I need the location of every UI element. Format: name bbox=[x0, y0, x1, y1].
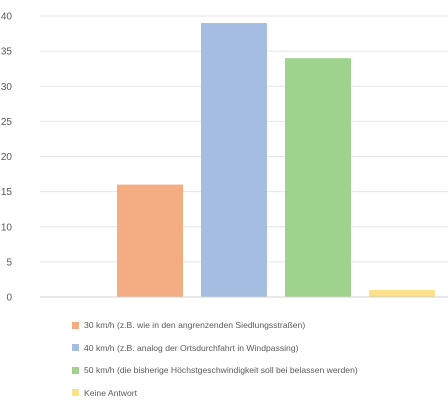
legend-label: Keine Antwort bbox=[84, 388, 137, 398]
legend-swatch bbox=[72, 367, 79, 374]
bar-chart: 0 5 10 15 20 25 30 35 40 bbox=[0, 0, 448, 310]
y-axis-tick-labels: 0 5 10 15 20 25 30 35 40 bbox=[1, 12, 13, 304]
y-tick-label: 15 bbox=[1, 187, 13, 198]
y-tick-label: 25 bbox=[1, 117, 13, 128]
legend-swatch bbox=[72, 322, 79, 329]
legend-label: 50 km/h (die bisherige Höchstgeschwindig… bbox=[84, 365, 358, 375]
y-tick-label: 10 bbox=[1, 222, 13, 233]
legend-label: 30 km/h (z.B. wie in den angrenzenden Si… bbox=[84, 320, 305, 330]
bar-2 bbox=[201, 23, 267, 297]
legend-item: 30 km/h (z.B. wie in den angrenzenden Si… bbox=[72, 314, 448, 337]
y-tick-label: 0 bbox=[6, 293, 12, 304]
legend-swatch bbox=[72, 344, 79, 351]
y-tick-label: 20 bbox=[1, 152, 13, 163]
legend-item: 50 km/h (die bisherige Höchstgeschwindig… bbox=[72, 359, 448, 382]
y-tick-label: 40 bbox=[1, 12, 13, 23]
legend-label: 40 km/h (z.B. analog der Ortsdurchfahrt … bbox=[84, 343, 298, 353]
y-tick-label: 30 bbox=[1, 82, 13, 93]
legend-item: 40 km/h (z.B. analog der Ortsdurchfahrt … bbox=[72, 337, 448, 360]
bars bbox=[117, 23, 435, 297]
y-tick-label: 5 bbox=[6, 257, 12, 268]
bar-4 bbox=[369, 290, 435, 297]
y-tick-label: 35 bbox=[1, 47, 13, 58]
bar-3 bbox=[285, 58, 351, 297]
legend-swatch bbox=[72, 389, 79, 396]
legend: 30 km/h (z.B. wie in den angrenzenden Si… bbox=[72, 314, 448, 404]
bar-1 bbox=[117, 185, 183, 297]
legend-item: Keine Antwort bbox=[72, 382, 448, 404]
